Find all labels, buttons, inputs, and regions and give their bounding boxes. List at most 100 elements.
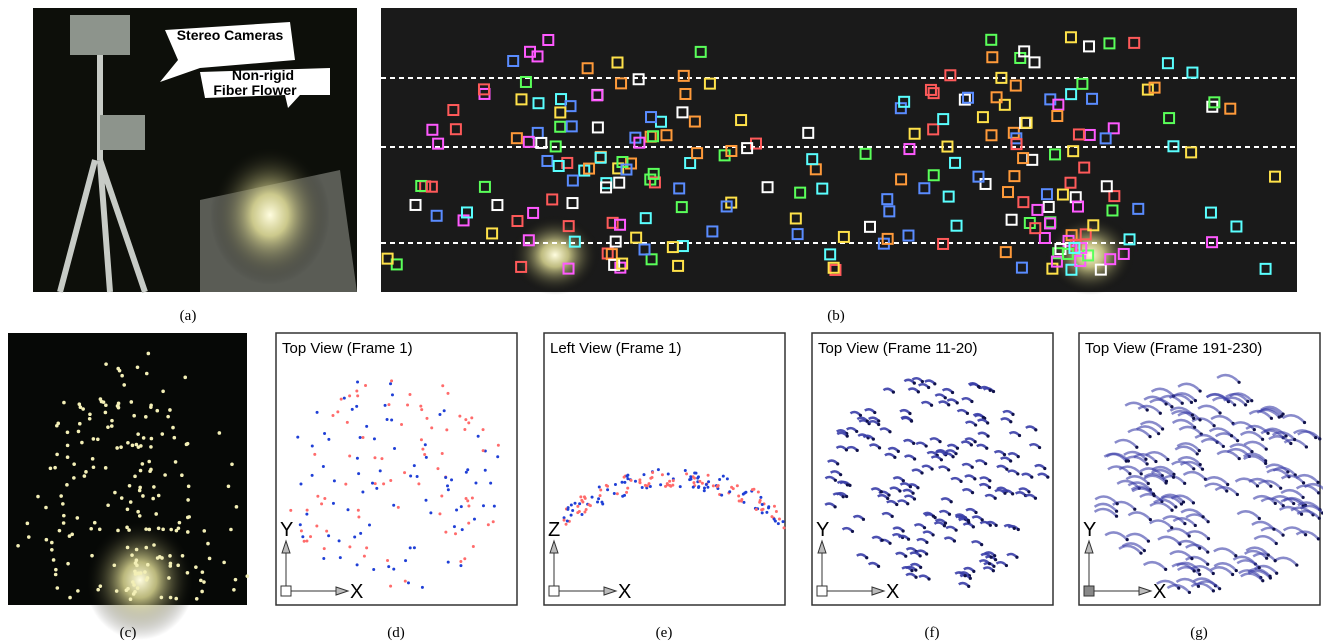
glow [1045,215,1135,295]
point [393,447,396,450]
dot [81,407,85,411]
point [919,554,922,557]
point [1212,572,1215,575]
point [1152,492,1155,495]
dot [139,469,143,473]
point [365,546,368,549]
point [465,497,468,500]
point [1302,481,1305,484]
point [1133,508,1136,511]
point [323,432,326,435]
dot [54,568,58,572]
dot [200,590,204,594]
point [1236,493,1239,496]
point [846,483,849,486]
dot [186,498,190,502]
point [404,559,407,562]
caption: (d) [387,625,405,641]
point [666,482,669,485]
point [703,486,706,489]
point [626,474,629,477]
point [972,525,975,528]
dot [152,485,156,489]
point [757,491,760,494]
point [1194,524,1197,527]
point [782,520,785,523]
point [606,488,609,491]
point [951,391,954,394]
axis-origin [1084,586,1094,596]
point [425,417,428,420]
point [322,465,325,468]
point [881,539,884,542]
point [907,538,910,541]
point [489,482,492,485]
axis-origin [281,586,291,596]
point [932,533,935,536]
dot [66,562,70,566]
caption: (c) [120,625,137,641]
point [1281,413,1284,416]
point [914,576,917,579]
point [916,486,919,489]
point [705,483,708,486]
dot [99,397,103,401]
point [981,518,984,521]
point [1182,500,1185,503]
dot [144,527,148,531]
point [839,473,842,476]
dot [62,401,66,405]
point [1135,446,1138,449]
point [944,396,947,399]
point [311,444,314,447]
dot [160,596,164,600]
point [1201,468,1204,471]
dot [91,457,95,461]
dot [55,453,59,457]
dot [202,580,206,584]
point [834,505,837,508]
point [911,492,914,495]
point [1266,432,1269,435]
dot [169,596,173,600]
point [1148,435,1151,438]
point [892,391,895,394]
point [1192,467,1195,470]
dot [136,510,140,514]
point [913,457,916,460]
dot [173,436,177,440]
point [419,405,422,408]
point [1027,490,1030,493]
point [1269,485,1272,488]
point [1197,569,1200,572]
point [649,485,652,488]
point [430,426,433,429]
point [1013,527,1016,530]
point [1237,381,1240,384]
point [920,471,923,474]
point [989,389,992,392]
point [1226,483,1229,486]
point [950,500,953,503]
point [613,492,616,495]
point [447,488,450,491]
point [464,418,467,421]
point [988,486,991,489]
dot [66,444,70,448]
point [356,457,359,460]
point [966,412,969,415]
point [923,526,926,529]
point [356,563,359,566]
dot [160,432,164,436]
dot [141,494,145,498]
point [390,418,393,421]
point [473,518,476,521]
point [971,491,974,494]
caption: (g) [1190,625,1208,641]
point [362,436,365,439]
point [461,528,464,531]
point [914,569,917,572]
dot [102,400,106,404]
axis-label: X [350,581,363,603]
point [1275,572,1278,575]
